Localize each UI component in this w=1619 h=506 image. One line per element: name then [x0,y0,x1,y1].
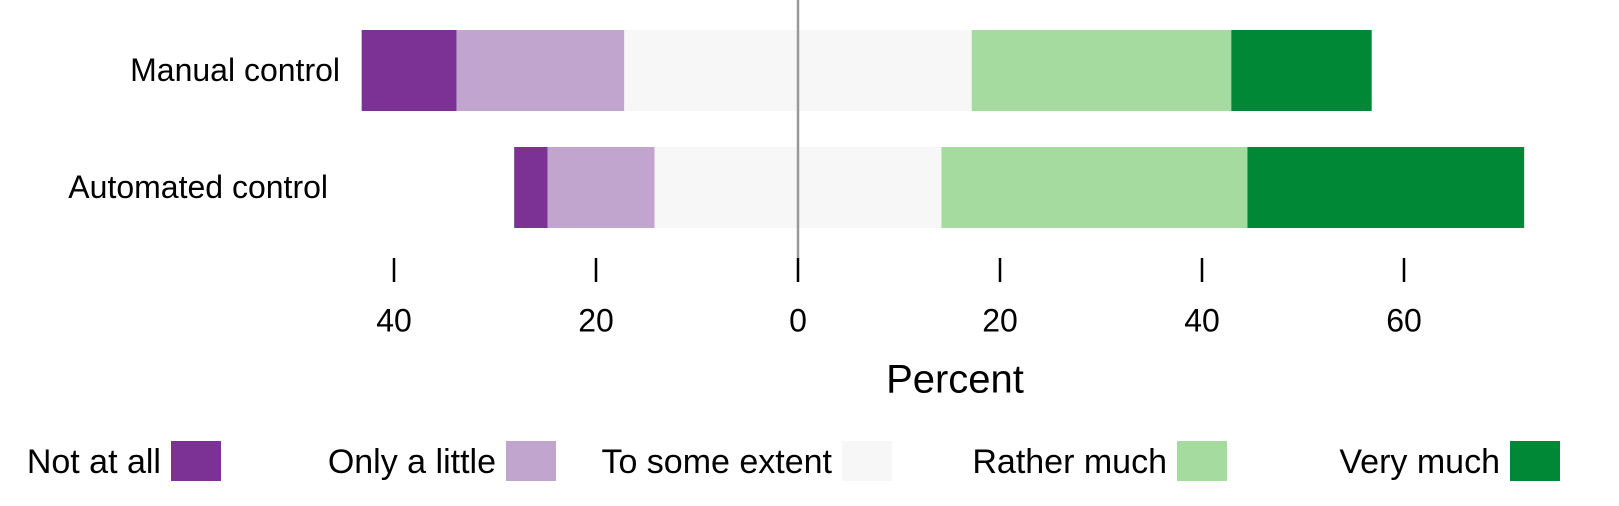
y-tick-label: Automated control [68,169,328,205]
bar-segment [514,147,548,228]
legend-swatch [1177,441,1227,481]
bar-segment [547,147,655,228]
bar-segment [1231,30,1372,111]
legend-label: Only a little [328,443,496,481]
legend-label: Very much [1339,443,1500,481]
bar-segment [941,147,1248,228]
x-tick-label: 20 [982,302,1018,338]
legend-swatch [171,441,221,481]
x-axis-label: Percent [886,358,1024,402]
x-tick-label: 60 [1386,302,1422,338]
legend-label: Rather much [972,443,1167,481]
x-tick-label: 0 [789,302,807,338]
legend-label: To some extent [601,443,832,481]
x-tick-label: 40 [1184,302,1220,338]
x-tick-label: 20 [578,302,614,338]
y-tick-label: Manual control [130,52,340,88]
bar-segment [456,30,625,111]
bar-segment [361,30,457,111]
legend-label: Not at all [27,443,161,481]
legend-swatch [842,441,892,481]
legend-swatch [1510,441,1560,481]
x-tick-label: 40 [376,302,412,338]
legend-swatch [506,441,556,481]
bar-segment [1247,147,1525,228]
bar-segment [971,30,1232,111]
